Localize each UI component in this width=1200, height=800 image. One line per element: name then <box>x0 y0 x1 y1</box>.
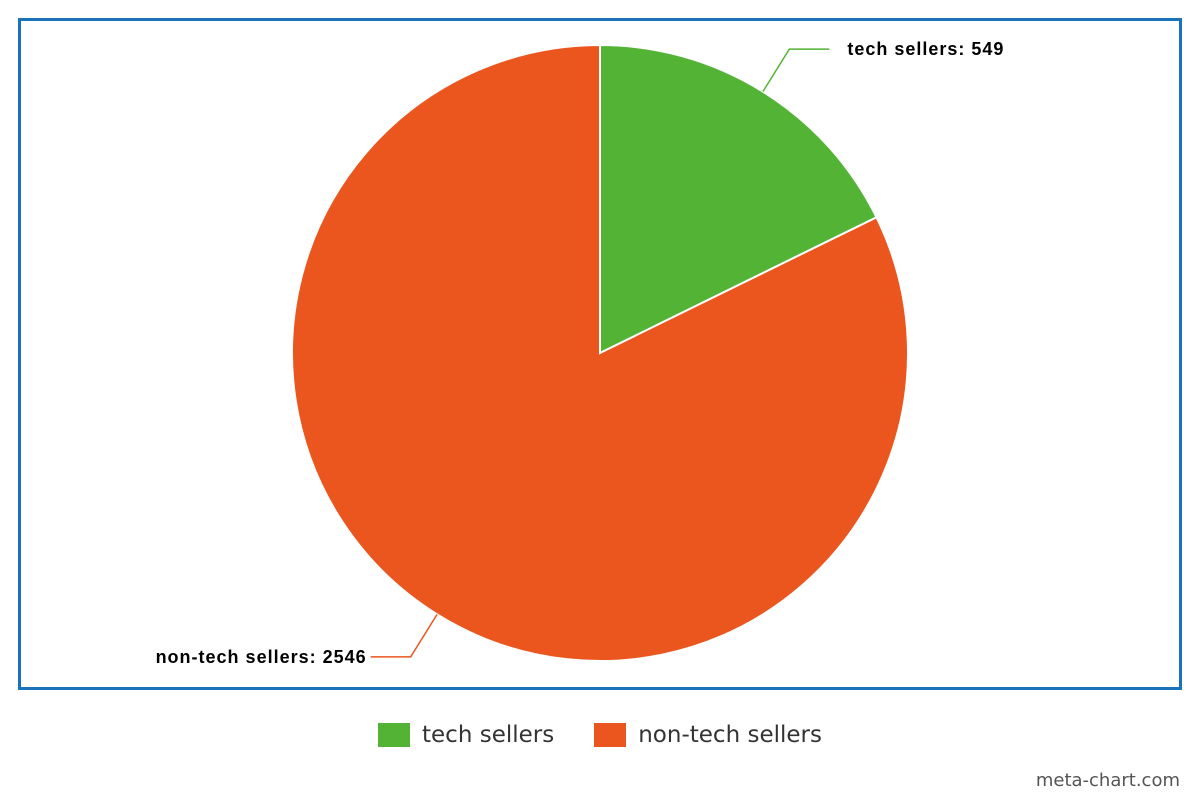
data-label-non-tech-sellers: non-tech sellers: 2546 <box>156 647 367 667</box>
credit-text: meta-chart.com <box>1035 770 1180 791</box>
pie-chart: tech sellers: 549 non-tech sellers: 2546 <box>156 39 1004 667</box>
legend-label-non-tech-sellers: non-tech sellers <box>638 722 822 748</box>
leader-line-tech-sellers <box>762 48 830 92</box>
data-label-tech-sellers: tech sellers: 549 <box>847 39 1004 59</box>
chart-frame <box>18 18 1182 690</box>
legend: tech sellers non-tech sellers <box>0 722 1200 748</box>
legend-swatch-tech-sellers <box>378 723 411 747</box>
legend-item-tech-sellers[interactable]: tech sellers <box>378 722 554 748</box>
leader-line-non-tech-sellers <box>370 614 438 658</box>
legend-swatch-non-tech-sellers <box>594 723 627 747</box>
pie-slice-non-tech-sellers[interactable] <box>291 43 909 662</box>
legend-item-non-tech-sellers[interactable]: non-tech sellers <box>594 722 822 748</box>
legend-label-tech-sellers: tech sellers <box>422 722 555 748</box>
